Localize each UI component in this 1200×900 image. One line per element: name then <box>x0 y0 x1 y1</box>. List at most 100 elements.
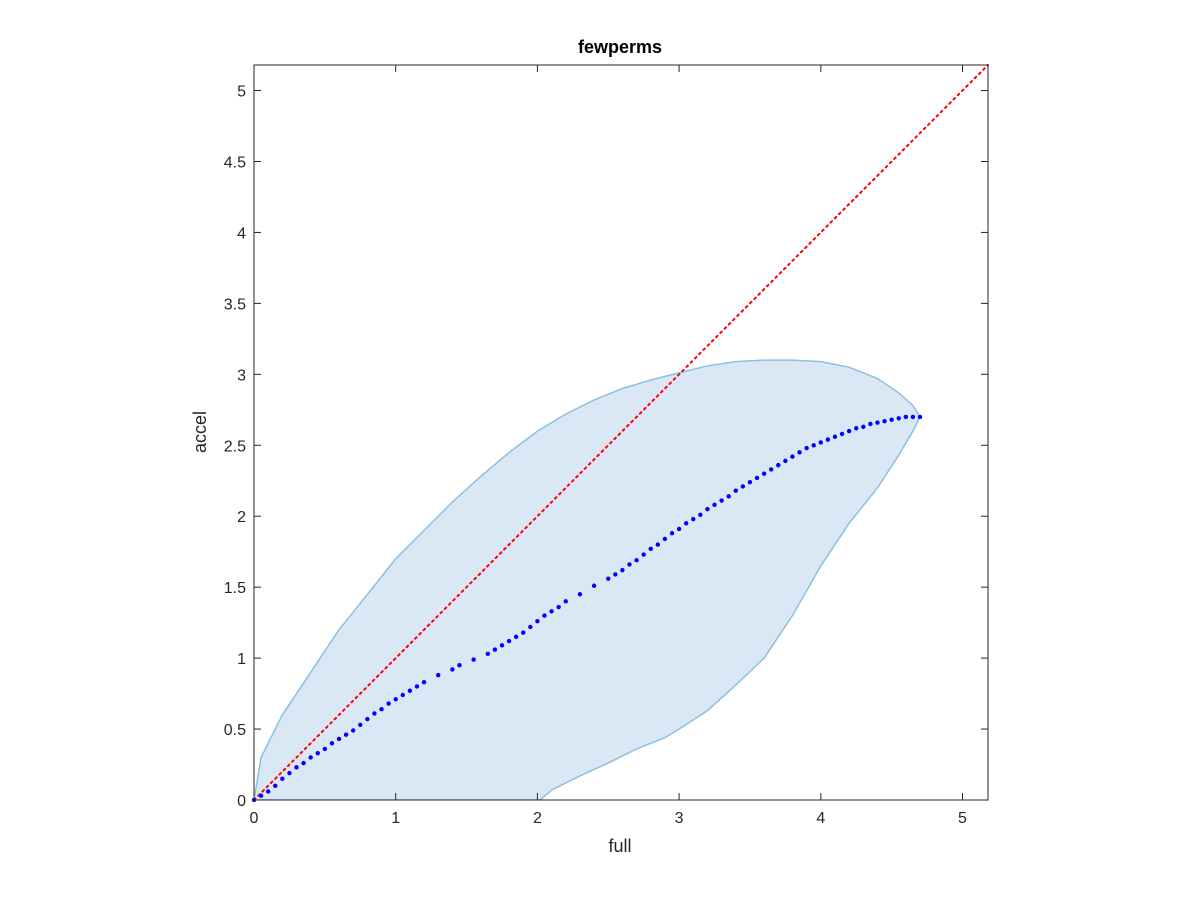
data-point <box>726 494 731 499</box>
y-tick-label: 3.5 <box>224 296 246 313</box>
data-point <box>733 488 738 493</box>
x-axis-label: full <box>608 836 631 856</box>
data-point <box>854 426 859 431</box>
x-tick-label: 0 <box>250 810 259 827</box>
x-tick-label: 5 <box>958 810 967 827</box>
data-point <box>790 454 795 459</box>
data-point <box>358 722 363 727</box>
plot-area: 0 1 2 3 4 5 0 0.5 1 1.5 2 2.5 3 3.5 4 4.5 5 <box>224 64 989 827</box>
data-point <box>705 506 710 512</box>
data-point <box>407 688 413 693</box>
x-tick-label: 3 <box>675 810 684 827</box>
data-point <box>719 498 724 503</box>
data-point <box>662 536 668 542</box>
data-point <box>740 484 746 489</box>
y-tick-label: 3 <box>237 367 246 384</box>
data-point <box>811 443 816 448</box>
data-point <box>683 521 689 526</box>
data-point <box>436 672 441 678</box>
data-point <box>414 684 420 689</box>
data-point <box>620 567 625 573</box>
data-point <box>577 592 583 597</box>
data-point <box>910 414 916 420</box>
data-point <box>372 711 377 716</box>
data-point <box>761 471 767 476</box>
data-point <box>471 657 476 662</box>
data-point <box>613 572 618 577</box>
data-point <box>882 418 887 424</box>
axes-box <box>253 64 989 801</box>
data-point <box>903 414 909 420</box>
y-tick-label: 2.5 <box>224 438 246 455</box>
data-point <box>832 434 838 439</box>
data-point <box>294 765 299 770</box>
reference-line <box>253 64 989 801</box>
data-point <box>669 531 675 536</box>
data-point <box>379 706 384 712</box>
data-point <box>846 428 852 434</box>
data-point <box>513 634 519 640</box>
data-point <box>563 599 568 604</box>
data-point <box>492 647 498 652</box>
data-point <box>627 562 632 567</box>
data-point <box>754 475 760 481</box>
data-point <box>917 414 923 420</box>
chart-title: fewperms <box>578 37 662 57</box>
x-tick-label: 4 <box>816 810 825 827</box>
data-point <box>861 424 866 430</box>
data-point <box>676 526 682 532</box>
data-point <box>535 619 540 624</box>
data-point <box>648 546 653 552</box>
data-point <box>329 741 335 746</box>
data-point <box>336 736 342 742</box>
confidence-band <box>254 359 921 800</box>
y-tick-label: 5 <box>237 84 246 101</box>
y-tick-label: 1 <box>237 651 246 668</box>
data-point <box>485 651 491 657</box>
data-point <box>301 760 306 766</box>
data-point <box>591 583 597 588</box>
data-point <box>450 667 455 672</box>
data-point <box>868 421 873 427</box>
data-point <box>839 431 845 437</box>
data-point <box>556 604 561 610</box>
y-tick-label: 0 <box>237 793 246 810</box>
data-point <box>804 445 809 451</box>
data-point <box>393 697 398 702</box>
data-point <box>457 663 462 668</box>
data-point <box>421 680 427 685</box>
data-point <box>896 416 901 421</box>
data-point <box>343 732 349 737</box>
data-point <box>499 643 505 648</box>
data-point <box>542 613 547 618</box>
data-point <box>308 755 313 760</box>
y-axis-label: accel <box>190 411 210 453</box>
data-point <box>712 502 717 508</box>
data-point <box>280 776 285 781</box>
data-point <box>641 552 646 557</box>
data-point <box>315 750 320 756</box>
data-point <box>365 716 370 722</box>
data-point <box>875 420 880 425</box>
data-point <box>549 609 554 614</box>
data-point <box>825 437 831 442</box>
y-tick-label: 2 <box>237 509 246 526</box>
data-point <box>634 558 639 563</box>
data-point <box>769 467 774 472</box>
data-point <box>322 746 328 752</box>
data-point <box>400 692 405 698</box>
data-point <box>273 783 278 789</box>
data-point <box>655 542 661 547</box>
x-tick-label: 2 <box>533 810 542 827</box>
y-tick-label: 1.5 <box>224 580 246 597</box>
data-point <box>776 462 781 468</box>
data-point <box>797 450 802 455</box>
x-tick-label: 1 <box>391 810 400 827</box>
data-point <box>747 479 753 485</box>
data-point <box>783 458 788 464</box>
data-point <box>818 440 823 445</box>
data-point <box>258 793 264 798</box>
data-point <box>606 576 611 581</box>
y-tick-label: 4.5 <box>224 154 246 171</box>
